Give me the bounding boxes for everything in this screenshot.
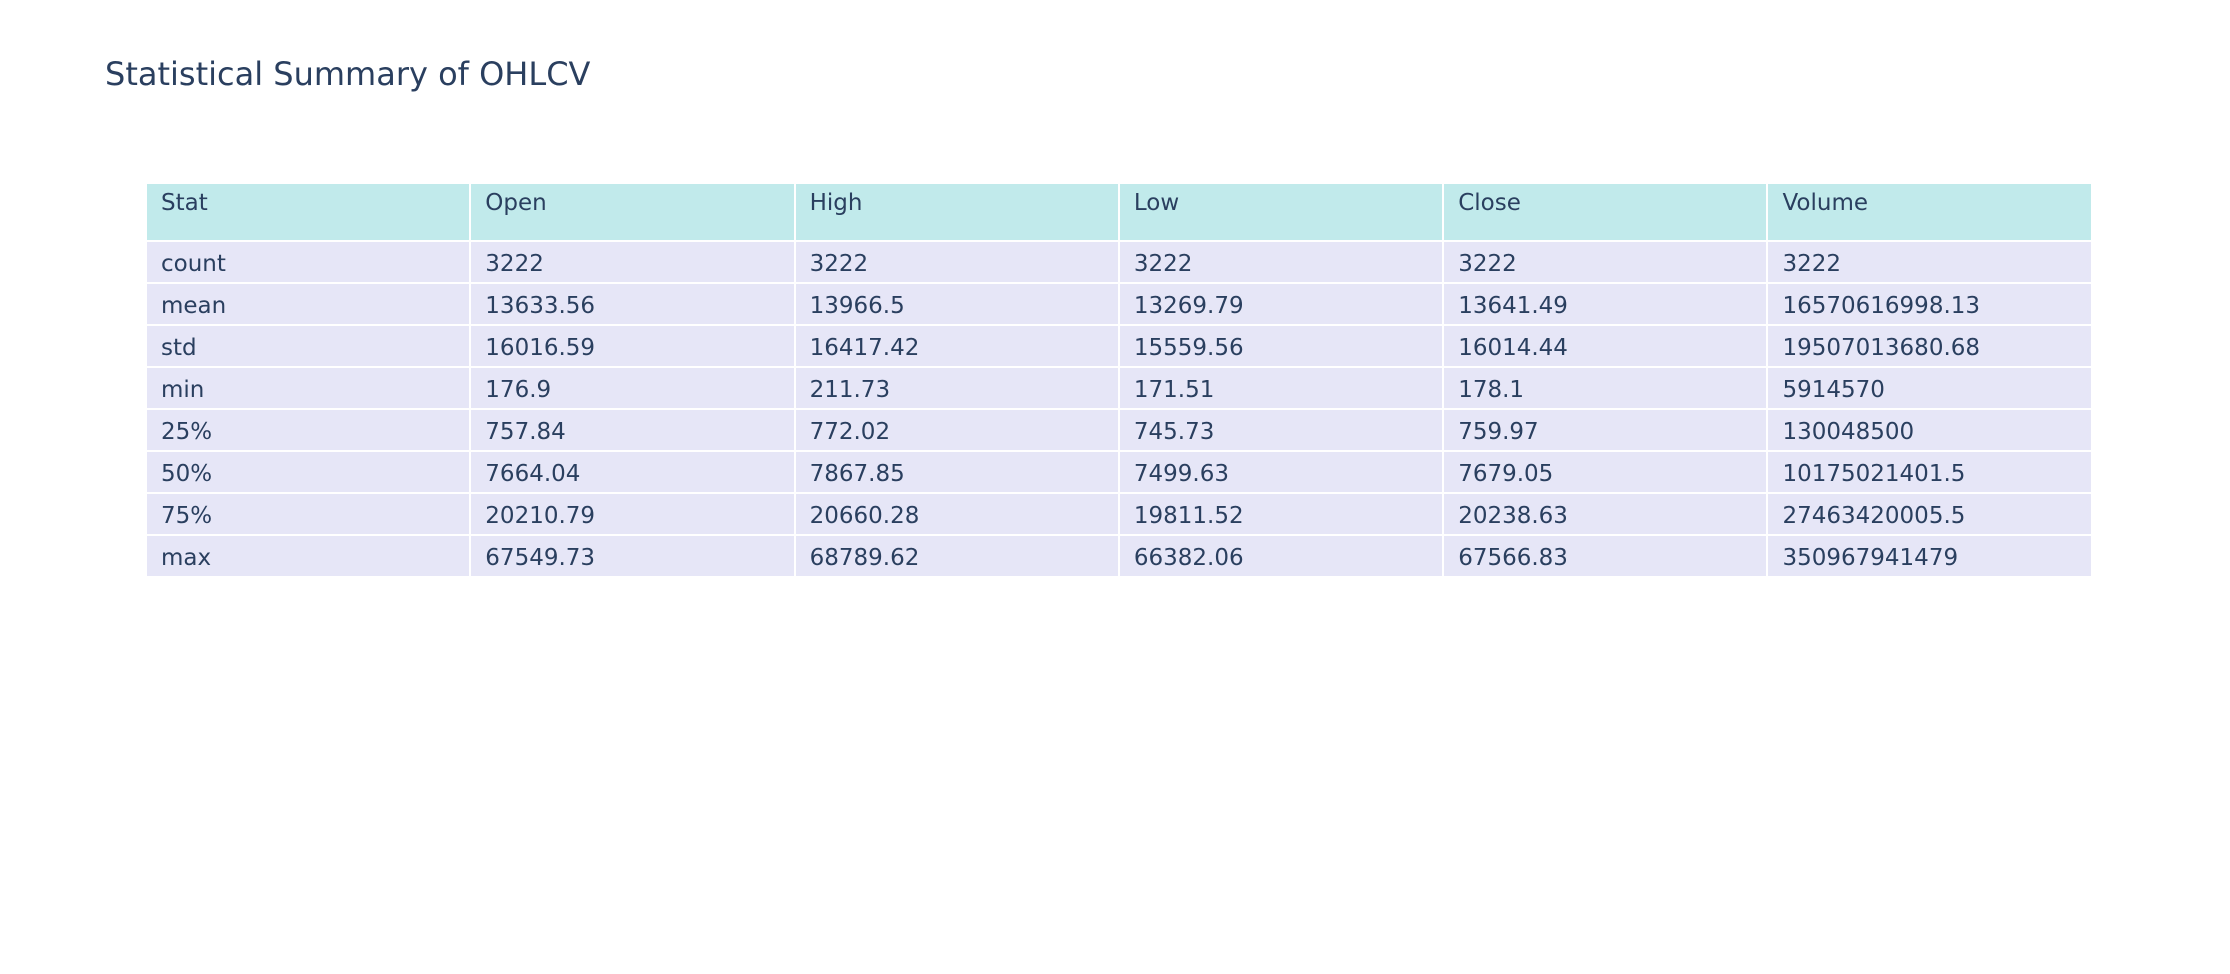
table-cell: 7867.85 [793, 450, 1120, 494]
table-cell: 7664.04 [469, 450, 796, 494]
header-row: Stat Open High Low Close Volume [144, 182, 2093, 242]
table-cell: 19811.52 [1117, 492, 1445, 536]
table-cell: 19507013680.68 [1766, 324, 2093, 368]
table-row: 50% 7664.04 7867.85 7499.63 7679.05 101750214… [144, 450, 2093, 494]
table-body: count 3222 3222 3222 3222 3222 mean 13633.56 139… [144, 240, 2093, 578]
table-cell: 772.02 [793, 408, 1120, 452]
chart-title: Statistical Summary of OHLCV [105, 55, 591, 93]
table-cell: 757.84 [469, 408, 796, 452]
table-cell: 3222 [469, 240, 796, 284]
table-cell: 171.51 [1117, 366, 1445, 410]
table-cell: 3222 [1766, 240, 2093, 284]
table-cell: 3222 [1117, 240, 1445, 284]
row-label-cell: mean [144, 282, 472, 326]
table-cell: 5914570 [1766, 366, 2093, 410]
table-cell: 16417.42 [793, 324, 1120, 368]
table-cell: 67566.83 [1442, 534, 1769, 578]
table-cell: 27463420005.5 [1766, 492, 2093, 536]
table-cell: 10175021401.5 [1766, 450, 2093, 494]
table-cell: 20238.63 [1442, 492, 1769, 536]
row-label-cell: 25% [144, 408, 472, 452]
table-cell: 13269.79 [1117, 282, 1445, 326]
table-cell: 13633.56 [469, 282, 796, 326]
table-cell: 178.1 [1442, 366, 1769, 410]
table-cell: 759.97 [1442, 408, 1769, 452]
table-row: mean 13633.56 13966.5 13269.79 13641.49 16570… [144, 282, 2093, 326]
column-header-open: Open [469, 182, 796, 242]
stats-table-container: Stat Open High Low Close Volume count 3222 3222… [144, 182, 2093, 578]
table-cell: 350967941479 [1766, 534, 2093, 578]
table-row: 25% 757.84 772.02 745.73 759.97 130048500 [144, 408, 2093, 452]
table-cell: 66382.06 [1117, 534, 1445, 578]
stats-table: Stat Open High Low Close Volume count 3222 3222… [144, 182, 2093, 578]
row-label-cell: count [144, 240, 472, 284]
row-label-cell: 50% [144, 450, 472, 494]
table-cell: 16016.59 [469, 324, 796, 368]
column-header-close: Close [1442, 182, 1769, 242]
column-header-low: Low [1117, 182, 1445, 242]
table-cell: 16570616998.13 [1766, 282, 2093, 326]
table-cell: 16014.44 [1442, 324, 1769, 368]
table-cell: 176.9 [469, 366, 796, 410]
row-label-cell: min [144, 366, 472, 410]
table-cell: 211.73 [793, 366, 1120, 410]
table-cell: 20210.79 [469, 492, 796, 536]
table-cell: 3222 [793, 240, 1120, 284]
table-row: std 16016.59 16417.42 15559.56 16014.44 19507… [144, 324, 2093, 368]
table-cell: 68789.62 [793, 534, 1120, 578]
table-cell: 15559.56 [1117, 324, 1445, 368]
table-cell: 745.73 [1117, 408, 1445, 452]
column-header-high: High [793, 182, 1120, 242]
table-row: count 3222 3222 3222 3222 3222 [144, 240, 2093, 284]
table-cell: 3222 [1442, 240, 1769, 284]
table-cell: 20660.28 [793, 492, 1120, 536]
table-cell: 13966.5 [793, 282, 1120, 326]
table-cell: 7679.05 [1442, 450, 1769, 494]
table-header: Stat Open High Low Close Volume [144, 182, 2093, 242]
column-header-volume: Volume [1766, 182, 2093, 242]
table-row: min 176.9 211.73 171.51 178.1 5914570 [144, 366, 2093, 410]
table-row: max 67549.73 68789.62 66382.06 67566.83 35096… [144, 534, 2093, 578]
row-label-cell: 75% [144, 492, 472, 536]
table-cell: 130048500 [1766, 408, 2093, 452]
row-label-cell: max [144, 534, 472, 578]
table-cell: 13641.49 [1442, 282, 1769, 326]
column-header-stat: Stat [144, 182, 472, 242]
table-cell: 7499.63 [1117, 450, 1445, 494]
row-label-cell: std [144, 324, 472, 368]
table-cell: 67549.73 [469, 534, 796, 578]
table-row: 75% 20210.79 20660.28 19811.52 20238.63 27463… [144, 492, 2093, 536]
